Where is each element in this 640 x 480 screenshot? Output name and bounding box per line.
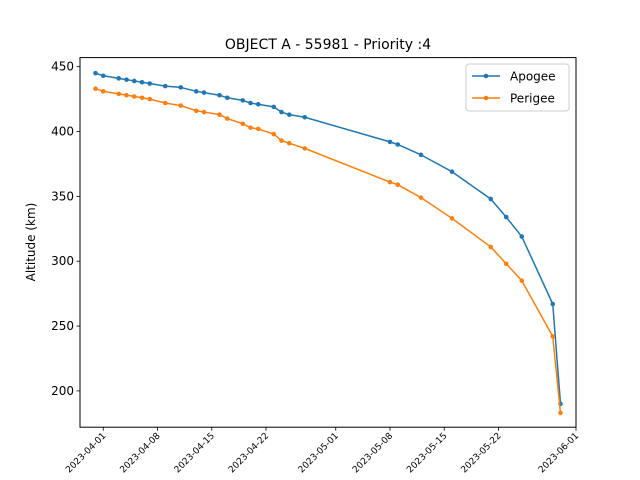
data-point: [139, 95, 145, 101]
data-point: [248, 100, 253, 106]
data-point: [124, 92, 129, 98]
series-line-perigee: [95, 88, 562, 414]
data-point: [503, 261, 509, 267]
data-point: [286, 112, 292, 117]
data-point: [162, 83, 168, 89]
data-point: [248, 125, 253, 130]
data-point: [240, 121, 246, 127]
data-point: [558, 410, 563, 416]
y-tick-label: 250: [51, 319, 74, 333]
data-point: [488, 244, 494, 250]
data-point: [201, 109, 207, 115]
x-tick-label: 2023-04-22: [227, 431, 271, 475]
data-point: [240, 98, 246, 103]
x-tick-label: 2023-05-22: [460, 431, 504, 475]
data-point: [178, 103, 184, 108]
data-point: [131, 94, 137, 99]
x-tick-label: 2023-05-08: [351, 431, 395, 475]
data-point: [193, 89, 199, 94]
data-point: [147, 81, 153, 86]
data-point: [217, 92, 222, 98]
data-point: [193, 108, 199, 114]
data-point: [550, 334, 556, 339]
data-point: [201, 90, 207, 95]
legend-marker: [483, 73, 489, 79]
x-tick-label: 2023-06-01: [537, 431, 581, 475]
data-point: [279, 109, 284, 115]
data-point: [418, 152, 424, 158]
data-point: [116, 76, 122, 81]
data-point: [255, 101, 261, 107]
data-point: [271, 131, 277, 137]
y-tick-label: 350: [51, 189, 74, 203]
data-point: [224, 116, 230, 121]
data-point: [302, 114, 308, 120]
data-point: [519, 278, 525, 283]
x-tick-label: 2023-04-01: [64, 431, 108, 475]
data-point: [100, 73, 106, 79]
y-tick-label: 200: [51, 384, 74, 398]
data-point: [395, 182, 401, 187]
x-tick-label: 2023-05-15: [405, 431, 449, 475]
chart-title: OBJECT A - 55981 - Priority :4: [225, 37, 431, 53]
data-point: [449, 216, 455, 221]
x-tick-label: 2023-04-08: [119, 431, 163, 475]
data-point: [503, 214, 509, 220]
plot-frame: [79, 57, 577, 428]
data-point: [93, 70, 98, 76]
data-point: [147, 96, 153, 102]
data-point: [178, 85, 184, 90]
y-tick-label: 400: [51, 125, 74, 139]
x-tick-label: 2023-04-15: [173, 431, 217, 475]
data-point: [488, 196, 494, 202]
data-point: [387, 139, 393, 145]
data-point: [217, 112, 222, 117]
data-point: [255, 126, 261, 132]
data-point: [418, 195, 424, 200]
data-point: [93, 86, 98, 92]
data-point: [302, 146, 308, 151]
data-point: [395, 142, 401, 147]
data-point: [279, 138, 284, 143]
data-point: [139, 79, 145, 85]
data-point: [162, 100, 168, 106]
data-point: [449, 169, 455, 175]
series-line-apogee: [95, 72, 562, 404]
data-point: [116, 91, 122, 97]
data-point: [550, 301, 556, 307]
data-point: [519, 234, 525, 239]
legend: Apogee Perigee: [465, 63, 570, 112]
legend-label: Apogee: [510, 70, 556, 84]
data-point: [224, 95, 230, 101]
legend-marker: [483, 95, 489, 101]
data-point: [124, 77, 129, 82]
data-point: [271, 104, 277, 110]
data-point: [100, 89, 106, 94]
y-axis-label: Altitude (km): [24, 203, 38, 282]
y-tick-label: 300: [51, 254, 74, 268]
legend-label: Perigee: [510, 92, 555, 106]
data-point: [286, 140, 292, 146]
x-tick-label: 2023-05-01: [297, 431, 341, 475]
data-point: [131, 78, 137, 84]
y-tick-label: 450: [51, 60, 74, 74]
data-point: [387, 179, 393, 185]
